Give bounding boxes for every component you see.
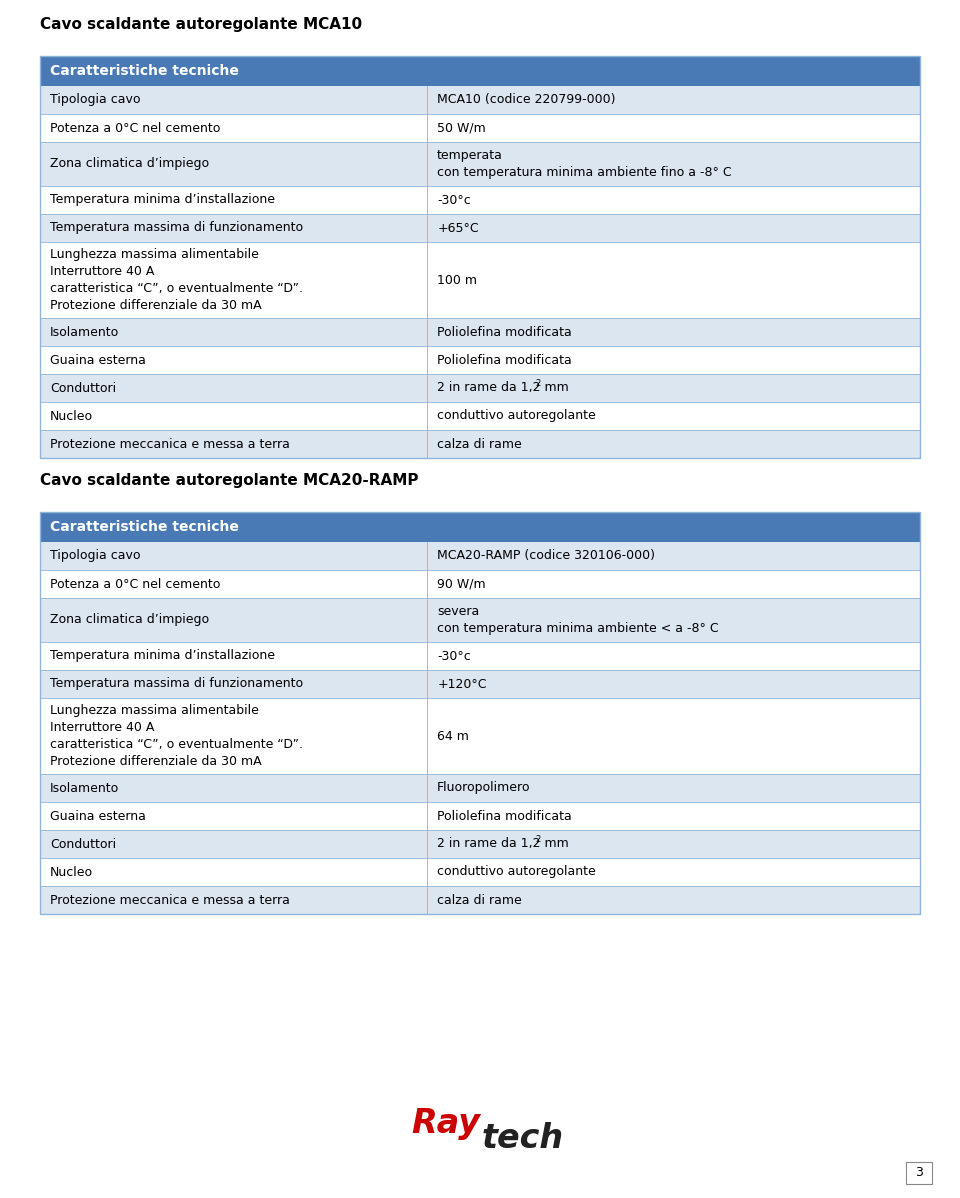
Text: conduttivo autoregolante: conduttivo autoregolante	[437, 410, 596, 423]
Text: Potenza a 0°C nel cemento: Potenza a 0°C nel cemento	[50, 577, 221, 591]
Text: 2 in rame da 1,2 mm: 2 in rame da 1,2 mm	[437, 837, 569, 851]
Text: Cavo scaldante autoregolante MCA10: Cavo scaldante autoregolante MCA10	[40, 17, 362, 32]
FancyBboxPatch shape	[40, 541, 920, 570]
FancyBboxPatch shape	[40, 830, 920, 858]
Text: Zona climatica d’impiego: Zona climatica d’impiego	[50, 613, 209, 627]
Text: 2: 2	[535, 835, 540, 843]
Text: temperata
con temperatura minima ambiente fino a -8° C: temperata con temperatura minima ambient…	[437, 149, 732, 179]
Text: Conduttori: Conduttori	[50, 837, 116, 851]
Text: Poliolefina modificata: Poliolefina modificata	[437, 810, 572, 823]
Text: Poliolefina modificata: Poliolefina modificata	[437, 326, 572, 339]
Text: tech: tech	[482, 1121, 564, 1155]
Text: Temperatura minima d’installazione: Temperatura minima d’installazione	[50, 194, 275, 206]
Text: Temperatura minima d’installazione: Temperatura minima d’installazione	[50, 649, 275, 662]
Text: Temperatura massima di funzionamento: Temperatura massima di funzionamento	[50, 678, 303, 690]
FancyBboxPatch shape	[40, 512, 920, 541]
Text: -30°c: -30°c	[437, 194, 471, 206]
Text: 2: 2	[535, 379, 540, 387]
FancyBboxPatch shape	[40, 698, 920, 774]
Text: +120°C: +120°C	[437, 678, 487, 690]
FancyBboxPatch shape	[40, 214, 920, 242]
Text: severa
con temperatura minima ambiente < a -8° C: severa con temperatura minima ambiente <…	[437, 605, 719, 635]
FancyBboxPatch shape	[40, 374, 920, 403]
FancyBboxPatch shape	[40, 317, 920, 346]
FancyBboxPatch shape	[40, 598, 920, 642]
FancyBboxPatch shape	[40, 887, 920, 914]
FancyBboxPatch shape	[40, 858, 920, 887]
FancyBboxPatch shape	[40, 570, 920, 598]
Text: +65°C: +65°C	[437, 222, 479, 235]
FancyBboxPatch shape	[40, 86, 920, 114]
FancyBboxPatch shape	[40, 430, 920, 458]
Text: 100 m: 100 m	[437, 273, 477, 286]
FancyBboxPatch shape	[40, 403, 920, 430]
Text: Cavo scaldante autoregolante MCA20-RAMP: Cavo scaldante autoregolante MCA20-RAMP	[40, 473, 419, 488]
Text: conduttivo autoregolante: conduttivo autoregolante	[437, 865, 596, 878]
Text: 50 W/m: 50 W/m	[437, 121, 486, 134]
Text: Nucleo: Nucleo	[50, 410, 93, 423]
Text: -30°c: -30°c	[437, 649, 471, 662]
FancyBboxPatch shape	[40, 774, 920, 801]
Text: Conduttori: Conduttori	[50, 381, 116, 394]
FancyBboxPatch shape	[40, 801, 920, 830]
FancyBboxPatch shape	[40, 242, 920, 317]
Text: Isolamento: Isolamento	[50, 326, 119, 339]
FancyBboxPatch shape	[40, 56, 920, 86]
Text: 64 m: 64 m	[437, 730, 469, 743]
FancyBboxPatch shape	[40, 114, 920, 143]
Text: calza di rame: calza di rame	[437, 894, 522, 907]
Text: MCA20-RAMP (codice 320106-000): MCA20-RAMP (codice 320106-000)	[437, 550, 655, 563]
Text: 3: 3	[915, 1167, 923, 1180]
Text: Isolamento: Isolamento	[50, 781, 119, 794]
FancyBboxPatch shape	[40, 186, 920, 214]
Text: Nucleo: Nucleo	[50, 865, 93, 878]
Text: Caratteristiche tecniche: Caratteristiche tecniche	[50, 63, 239, 78]
Text: Caratteristiche tecniche: Caratteristiche tecniche	[50, 520, 239, 534]
Text: 2 in rame da 1,2 mm: 2 in rame da 1,2 mm	[437, 381, 569, 394]
Text: Tipologia cavo: Tipologia cavo	[50, 93, 140, 107]
Text: calza di rame: calza di rame	[437, 437, 522, 450]
Text: Fluoropolimero: Fluoropolimero	[437, 781, 531, 794]
FancyBboxPatch shape	[40, 642, 920, 670]
Text: Guaina esterna: Guaina esterna	[50, 810, 146, 823]
Text: Zona climatica d’impiego: Zona climatica d’impiego	[50, 157, 209, 170]
Text: MCA10 (codice 220799-000): MCA10 (codice 220799-000)	[437, 93, 615, 107]
FancyBboxPatch shape	[40, 670, 920, 698]
Text: Ray: Ray	[411, 1107, 480, 1139]
Text: Guaina esterna: Guaina esterna	[50, 353, 146, 367]
Text: Protezione meccanica e messa a terra: Protezione meccanica e messa a terra	[50, 437, 290, 450]
FancyBboxPatch shape	[40, 346, 920, 374]
Text: Lunghezza massima alimentabile
Interruttore 40 A
caratteristica “C”, o eventualm: Lunghezza massima alimentabile Interrutt…	[50, 704, 303, 768]
Text: Potenza a 0°C nel cemento: Potenza a 0°C nel cemento	[50, 121, 221, 134]
Text: Tipologia cavo: Tipologia cavo	[50, 550, 140, 563]
Text: Poliolefina modificata: Poliolefina modificata	[437, 353, 572, 367]
Text: Protezione meccanica e messa a terra: Protezione meccanica e messa a terra	[50, 894, 290, 907]
Text: Lunghezza massima alimentabile
Interruttore 40 A
caratteristica “C”, o eventualm: Lunghezza massima alimentabile Interrutt…	[50, 248, 303, 311]
FancyBboxPatch shape	[40, 143, 920, 186]
Text: 90 W/m: 90 W/m	[437, 577, 486, 591]
Text: Temperatura massima di funzionamento: Temperatura massima di funzionamento	[50, 222, 303, 235]
